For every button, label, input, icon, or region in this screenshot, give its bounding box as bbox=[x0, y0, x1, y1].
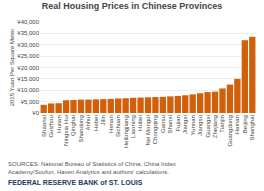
svg-text:Real Housing Prices in Chinese: Real Housing Prices in Chinese Provinces bbox=[42, 1, 223, 11]
svg-text:¥40,000: ¥40,000 bbox=[17, 19, 39, 25]
svg-text:Liaoning: Liaoning bbox=[130, 115, 136, 138]
svg-text:Heilongjiang: Heilongjiang bbox=[123, 115, 129, 148]
svg-text:FEDERAL RESERVE BANK of ST. LO: FEDERAL RESERVE BANK of ST. LOUIS bbox=[8, 179, 143, 186]
svg-text:Jilin: Jilin bbox=[100, 115, 106, 125]
svg-text:Beijing: Beijing bbox=[242, 115, 248, 133]
svg-text:Shanghai: Shanghai bbox=[249, 115, 255, 140]
svg-text:¥15,000: ¥15,000 bbox=[17, 76, 39, 82]
svg-text:¥5,000: ¥5,000 bbox=[21, 99, 40, 105]
svg-text:Hebei: Hebei bbox=[93, 115, 99, 131]
svg-text:Ningxia Hui: Ningxia Hui bbox=[63, 115, 69, 146]
svg-text:Sichuan: Sichuan bbox=[115, 115, 121, 137]
svg-text:¥35,000: ¥35,000 bbox=[17, 30, 39, 36]
svg-text:Fujian: Fujian bbox=[175, 115, 181, 131]
svg-text:Jiangsu: Jiangsu bbox=[197, 115, 203, 136]
svg-text:Hainan: Hainan bbox=[234, 115, 240, 134]
svg-text:Qinghai: Qinghai bbox=[70, 115, 76, 136]
svg-text:¥0: ¥0 bbox=[32, 110, 39, 116]
svg-text:Shandong: Shandong bbox=[78, 115, 84, 142]
svg-text:Shaanxi: Shaanxi bbox=[41, 115, 47, 137]
svg-text:Anhui: Anhui bbox=[85, 115, 91, 130]
svg-text:Nei Mongol: Nei Mongol bbox=[145, 115, 151, 145]
svg-text:Zhejiang: Zhejiang bbox=[212, 115, 218, 138]
svg-text:¥25,000: ¥25,000 bbox=[17, 53, 39, 59]
svg-text:Chongqing: Chongqing bbox=[152, 115, 158, 144]
svg-text:Gansu: Gansu bbox=[160, 115, 166, 133]
svg-text:Guizhou: Guizhou bbox=[48, 115, 54, 137]
svg-text:Guangdong: Guangdong bbox=[227, 115, 233, 146]
svg-text:Henan: Henan bbox=[108, 115, 114, 133]
svg-text:SOURCES: National Bureau of St: SOURCES: National Bureau of Statistics o… bbox=[8, 161, 176, 175]
svg-text:¥20,000: ¥20,000 bbox=[17, 65, 39, 71]
svg-text:Hunan: Hunan bbox=[56, 115, 62, 133]
svg-text:Hubei: Hubei bbox=[138, 115, 144, 131]
svg-text:Tianjin: Tianjin bbox=[219, 115, 225, 132]
svg-text:Jiangxi: Jiangxi bbox=[182, 115, 188, 134]
svg-text:¥10,000: ¥10,000 bbox=[17, 87, 39, 93]
svg-text:Guangxi: Guangxi bbox=[205, 115, 211, 137]
svg-text:¥30,000: ¥30,000 bbox=[17, 42, 39, 48]
svg-text:Yunnan: Yunnan bbox=[190, 115, 196, 135]
svg-text:2015 Yuan Per Square Meter: 2015 Yuan Per Square Meter bbox=[9, 29, 15, 107]
svg-text:Shanxi: Shanxi bbox=[167, 115, 173, 133]
